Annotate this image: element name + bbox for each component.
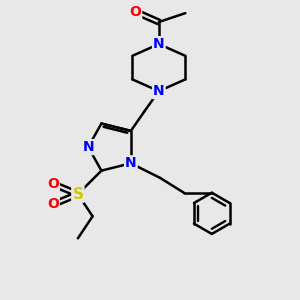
Text: O: O — [47, 197, 59, 212]
Text: N: N — [82, 140, 94, 154]
Text: O: O — [129, 5, 141, 19]
Text: N: N — [153, 84, 165, 98]
Text: N: N — [153, 37, 165, 51]
Text: S: S — [72, 187, 83, 202]
Text: O: O — [47, 177, 59, 191]
Text: N: N — [125, 156, 137, 170]
